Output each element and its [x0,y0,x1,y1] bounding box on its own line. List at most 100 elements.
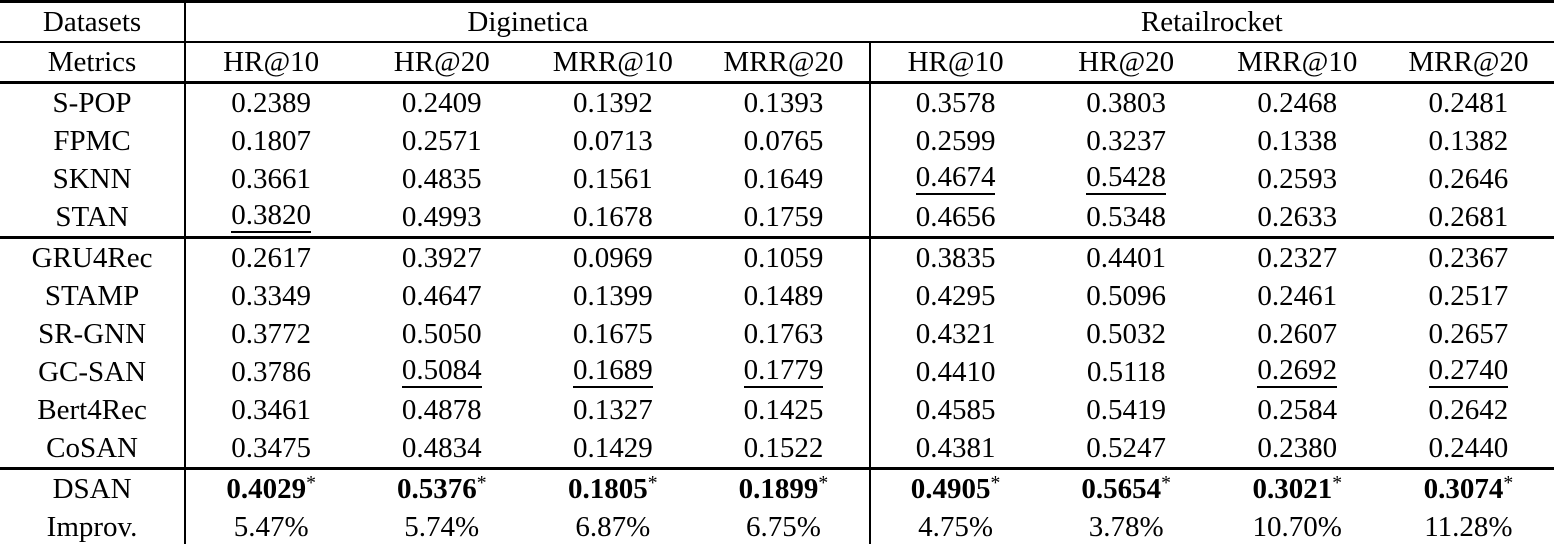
metric-column-header: MRR@10 [527,42,699,84]
value-cell: 0.2327 [1211,236,1383,277]
table-row: Bert4Rec 0.3461 0.4878 0.1327 0.1425 0.4585 0.… [0,391,1554,429]
metric-value: 0.2440 [1428,431,1509,464]
model-name: CoSAN [0,429,187,469]
metric-value: 0.5084 [401,354,482,388]
table-row: STAN 0.3820 0.4993 0.1678 0.1759 0.4656 0.5348… [0,198,1554,238]
value-cell: 4.75% [868,508,1041,544]
metric-value: 0.3803 [1086,86,1167,119]
metric-value: 0.4321 [915,317,996,350]
value-cell: 5.74% [356,508,527,544]
value-cell: 0.2380 [1212,429,1383,469]
value-cell: 0.2571 [356,122,527,160]
value-cell: 0.1807 [185,122,356,160]
table-row: DSAN 0.4029* 0.5376* 0.1805* 0.1899* 0.4905* 0… [0,467,1554,508]
table-row: STAMP 0.3349 0.4647 0.1399 0.1489 0.4295 0.509… [0,277,1554,315]
value-cell: 0.3772 [185,315,356,353]
metric-value: 0.2367 [1428,241,1509,274]
metric-value: 0.1649 [743,162,824,195]
value-cell: 0.2593 [1212,160,1383,198]
table-row: S-POP 0.2389 0.2409 0.1392 0.1393 0.3578 0.380… [0,82,1554,123]
value-cell: 0.2692 [1212,353,1383,391]
metric-value: 0.4993 [401,200,482,233]
table-row: SKNN 0.3661 0.4835 0.1561 0.1649 0.4674 0.5428… [0,160,1554,198]
value-cell: 0.3021* [1211,467,1383,508]
value-cell: 0.3074* [1382,467,1554,508]
value-cell: 0.4381 [868,429,1041,469]
metric-value: 0.2633 [1257,200,1338,233]
value-cell: 0.1393 [698,83,869,123]
value-cell: 0.4674 [868,160,1041,198]
metric-column-header: MRR@20 [698,42,870,84]
metric-value: 0.1779 [743,354,824,388]
significance-star: * [818,471,829,494]
metric-value: 0.2692 [1257,354,1338,388]
metric-column-header: HR@20 [356,42,528,84]
value-cell: 0.5084 [356,353,527,391]
metric-value: 0.3461 [231,393,312,426]
value-cell: 0.1763 [698,315,869,353]
value-cell: 0.3237 [1041,122,1212,160]
metric-value: 0.0713 [572,124,653,157]
metric-value: 0.2468 [1257,86,1338,119]
metric-value: 0.4401 [1086,241,1167,274]
metrics-header-label: Metrics [0,42,187,84]
value-cell: 0.3349 [185,277,356,315]
metric-value: 0.2461 [1257,279,1338,312]
value-cell: 0.5096 [1041,277,1212,315]
value-cell: 0.1899* [698,467,870,508]
value-cell: 0.2642 [1383,391,1554,429]
metric-value: 0.3578 [915,86,996,119]
table-row: CoSAN 0.3475 0.4834 0.1429 0.1522 0.4381 0.524… [0,429,1554,469]
value-cell: 0.1561 [527,160,698,198]
datasets-header-row: Datasets Diginetica Retailrocket [0,1,1554,43]
value-cell: 0.3461 [185,391,356,429]
metric-value: 0.4381 [915,431,996,464]
model-name: STAMP [0,277,187,315]
metric-value: 6.75% [746,510,821,543]
value-cell: 0.4410 [868,353,1041,391]
metric-value: 0.5428 [1086,161,1167,195]
value-cell: 0.2633 [1212,198,1383,238]
value-cell: 0.1327 [527,391,698,429]
value-cell: 0.2481 [1383,83,1554,123]
value-cell: 0.2389 [185,83,356,123]
metric-value: 0.2681 [1428,200,1509,233]
value-cell: 0.5419 [1041,391,1212,429]
value-cell: 0.2657 [1383,315,1554,353]
value-cell: 0.1059 [698,236,870,277]
value-cell: 0.1338 [1212,122,1383,160]
metric-value: 10.70% [1252,510,1342,543]
metric-value: 0.3237 [1086,124,1167,157]
model-name: SR-GNN [0,315,187,353]
value-cell: 0.1429 [527,429,698,469]
table-row: SR-GNN 0.3772 0.5050 0.1675 0.1763 0.4321 0.50… [0,315,1554,353]
model-name: Bert4Rec [0,391,187,429]
model-name: Improv. [0,508,187,544]
table-body: S-POP 0.2389 0.2409 0.1392 0.1393 0.3578 0.380… [0,82,1554,544]
metric-value: 6.87% [575,510,651,543]
value-cell: 0.4835 [356,160,527,198]
value-cell: 0.3661 [185,160,356,198]
metric-value: 0.0765 [743,124,824,157]
value-cell: 0.5376* [356,467,528,508]
metric-value: 0.4674 [915,161,996,195]
metric-value: 0.2593 [1257,162,1338,195]
value-cell: 5.47% [185,508,356,544]
model-name: STAN [0,198,187,238]
table-row: Improv. 5.47% 5.74% 6.87% 6.75% 4.75% 3.78% 10.… [0,508,1554,544]
metric-value: 0.4585 [915,393,996,426]
metric-value: 0.1763 [743,317,824,350]
significance-star: * [1161,471,1171,494]
metric-value: 0.3927 [401,241,482,274]
significance-star: * [476,471,487,494]
value-cell: 10.70% [1212,508,1383,544]
metric-value: 0.2571 [401,124,482,157]
metric-column-header: HR@20 [1040,42,1212,84]
significance-star: * [1332,471,1343,494]
metric-column-header: HR@10 [868,42,1041,84]
metric-value: 0.3772 [231,317,312,350]
metric-value: 0.1675 [572,317,653,350]
metric-value: 0.2584 [1257,393,1338,426]
metric-value: 0.5050 [401,317,482,350]
metric-value: 0.2481 [1428,86,1509,119]
